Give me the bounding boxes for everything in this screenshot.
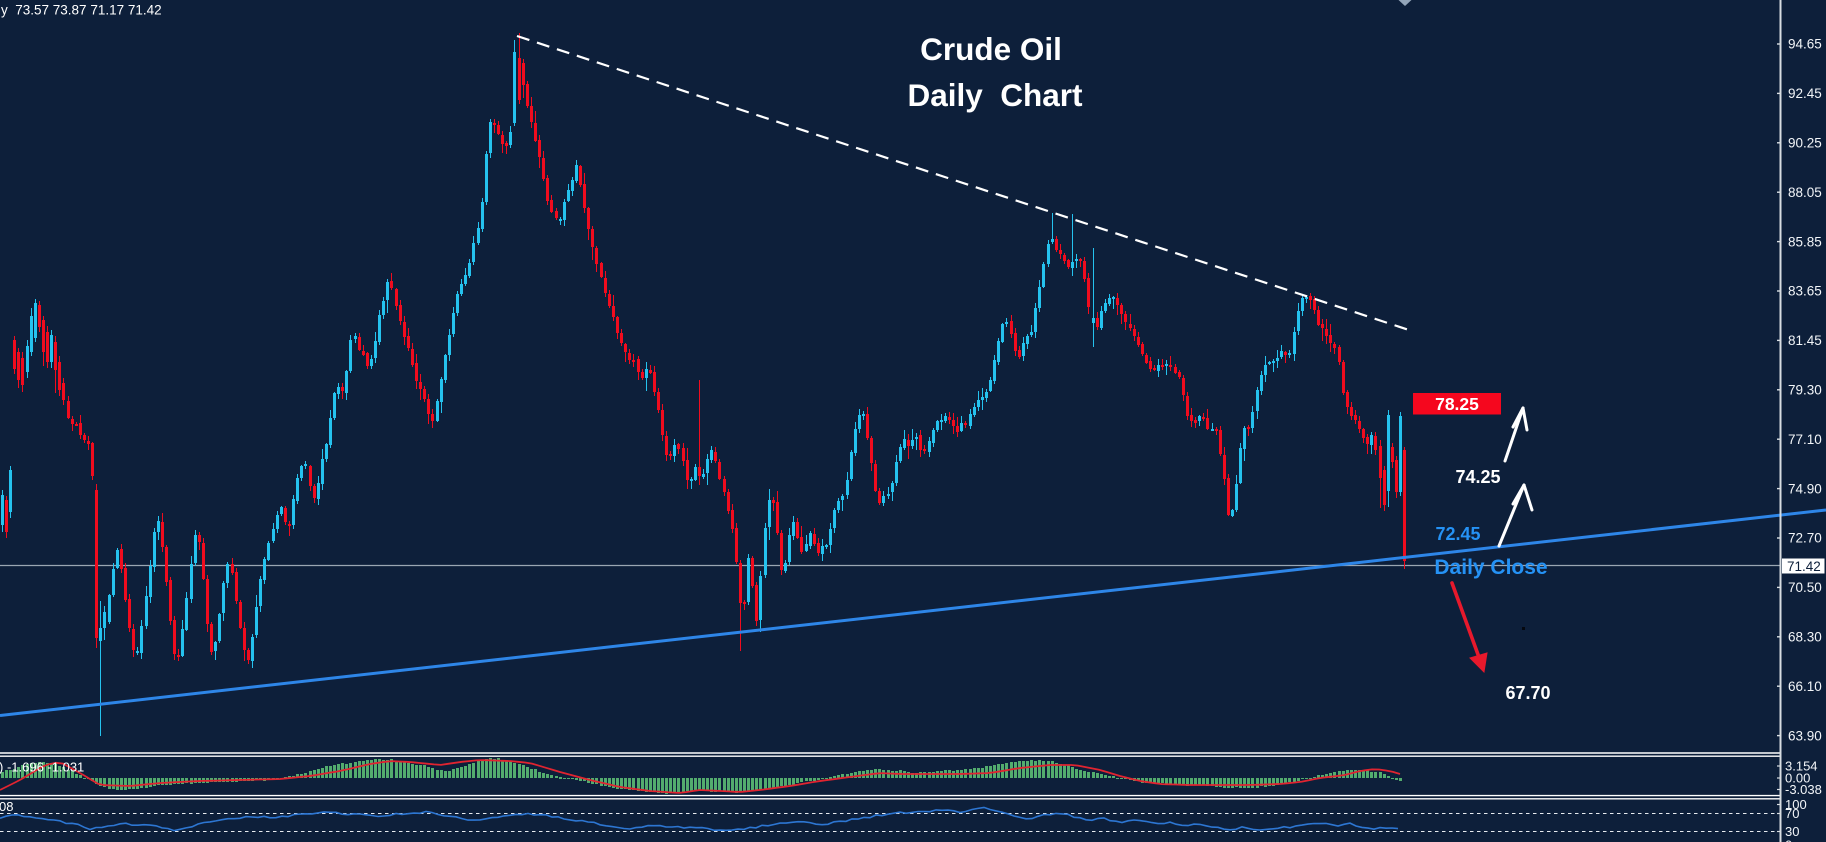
svg-text:Daily Chart: Daily Chart xyxy=(907,77,1083,113)
svg-text:88.05: 88.05 xyxy=(1788,185,1822,200)
svg-text:77.10: 77.10 xyxy=(1788,432,1822,447)
svg-text:79.30: 79.30 xyxy=(1788,383,1822,398)
svg-text:74.25: 74.25 xyxy=(1455,467,1500,487)
svg-text:08: 08 xyxy=(0,799,13,814)
svg-text:78.25: 78.25 xyxy=(1435,394,1479,414)
svg-text:90.25: 90.25 xyxy=(1788,136,1822,151)
svg-text:81.45: 81.45 xyxy=(1788,333,1822,348)
svg-text:94.65: 94.65 xyxy=(1788,37,1822,52)
svg-text:66.10: 66.10 xyxy=(1788,679,1822,694)
svg-text:0.00: 0.00 xyxy=(1785,771,1810,786)
svg-text:100: 100 xyxy=(1785,797,1807,812)
svg-text:68.30: 68.30 xyxy=(1788,630,1822,645)
svg-text:70: 70 xyxy=(1785,806,1799,821)
svg-text:Crude Oil: Crude Oil xyxy=(920,31,1062,67)
svg-text:72.45: 72.45 xyxy=(1435,524,1480,544)
svg-text:-3.038: -3.038 xyxy=(1785,782,1822,797)
svg-text:63.90: 63.90 xyxy=(1788,728,1822,743)
svg-text:83.65: 83.65 xyxy=(1788,284,1822,299)
svg-text:67.70: 67.70 xyxy=(1505,683,1550,703)
svg-text:74.90: 74.90 xyxy=(1788,481,1822,496)
svg-text:85.85: 85.85 xyxy=(1788,234,1822,249)
svg-text:3.154: 3.154 xyxy=(1785,759,1818,774)
svg-text:70.50: 70.50 xyxy=(1788,580,1822,595)
svg-text:72.70: 72.70 xyxy=(1788,531,1822,546)
svg-text:Daily Close: Daily Close xyxy=(1434,556,1547,579)
svg-text:y 73.57 73.87 71.17 71.42: y 73.57 73.87 71.17 71.42 xyxy=(1,3,162,18)
svg-text:0: 0 xyxy=(1785,838,1792,842)
svg-text:) -1.696 -1.031: ) -1.696 -1.031 xyxy=(0,760,84,775)
svg-text:30: 30 xyxy=(1785,824,1799,839)
svg-text:71.42: 71.42 xyxy=(1787,559,1821,574)
svg-text:92.45: 92.45 xyxy=(1788,86,1822,101)
